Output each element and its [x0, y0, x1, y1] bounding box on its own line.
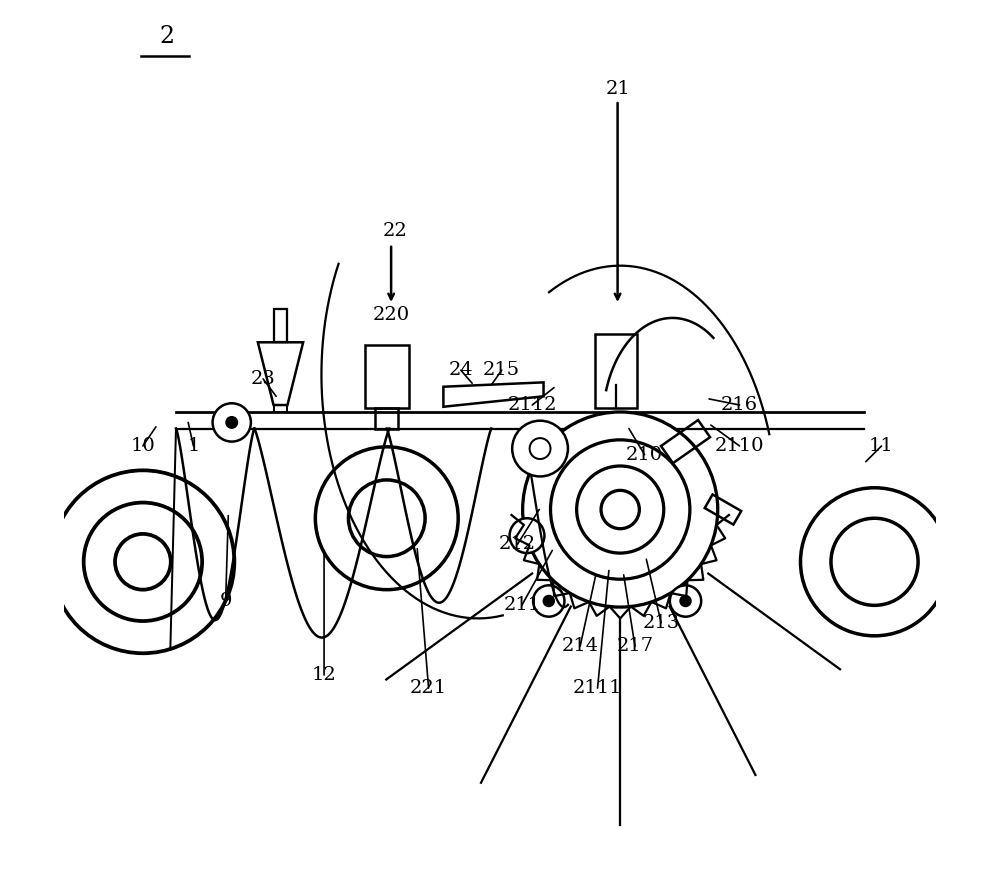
Circle shape [831, 518, 918, 605]
Circle shape [51, 470, 234, 653]
Circle shape [670, 585, 701, 617]
Circle shape [348, 480, 425, 557]
Text: 216: 216 [721, 396, 758, 414]
Text: 12: 12 [312, 666, 336, 684]
Bar [274, 405, 287, 412]
Circle shape [115, 534, 171, 590]
Text: 212: 212 [499, 536, 536, 553]
Bar [595, 334, 637, 408]
Text: 215: 215 [483, 361, 520, 379]
Bar [365, 345, 409, 408]
Text: 9: 9 [219, 592, 232, 610]
Circle shape [533, 585, 564, 617]
Circle shape [577, 466, 664, 553]
Bar [375, 408, 398, 429]
Circle shape [601, 490, 639, 529]
Text: 2112: 2112 [507, 396, 557, 414]
Bar [274, 309, 287, 342]
Text: 213: 213 [643, 614, 680, 631]
Text: 2: 2 [160, 25, 175, 48]
Text: 2110: 2110 [715, 437, 764, 455]
Circle shape [510, 518, 544, 553]
Text: 217: 217 [616, 638, 654, 655]
Circle shape [84, 503, 202, 621]
Circle shape [680, 596, 691, 606]
Text: 221: 221 [410, 679, 447, 697]
Circle shape [530, 438, 551, 459]
Text: 11: 11 [869, 437, 894, 455]
Text: 1: 1 [187, 437, 200, 455]
Circle shape [315, 447, 458, 590]
Circle shape [551, 440, 690, 579]
Circle shape [523, 412, 718, 607]
Text: 2111: 2111 [573, 679, 622, 697]
Circle shape [544, 596, 554, 606]
Text: 211: 211 [503, 597, 540, 614]
Text: 22: 22 [383, 222, 408, 240]
Circle shape [800, 488, 949, 636]
Text: 24: 24 [448, 361, 473, 379]
Circle shape [512, 421, 568, 476]
Text: 220: 220 [373, 307, 410, 324]
Text: 210: 210 [626, 446, 663, 463]
Text: 23: 23 [251, 370, 276, 388]
Text: 214: 214 [562, 638, 599, 655]
Circle shape [227, 417, 237, 428]
Circle shape [213, 403, 251, 442]
Text: 10: 10 [131, 437, 155, 455]
Text: 21: 21 [605, 80, 630, 98]
